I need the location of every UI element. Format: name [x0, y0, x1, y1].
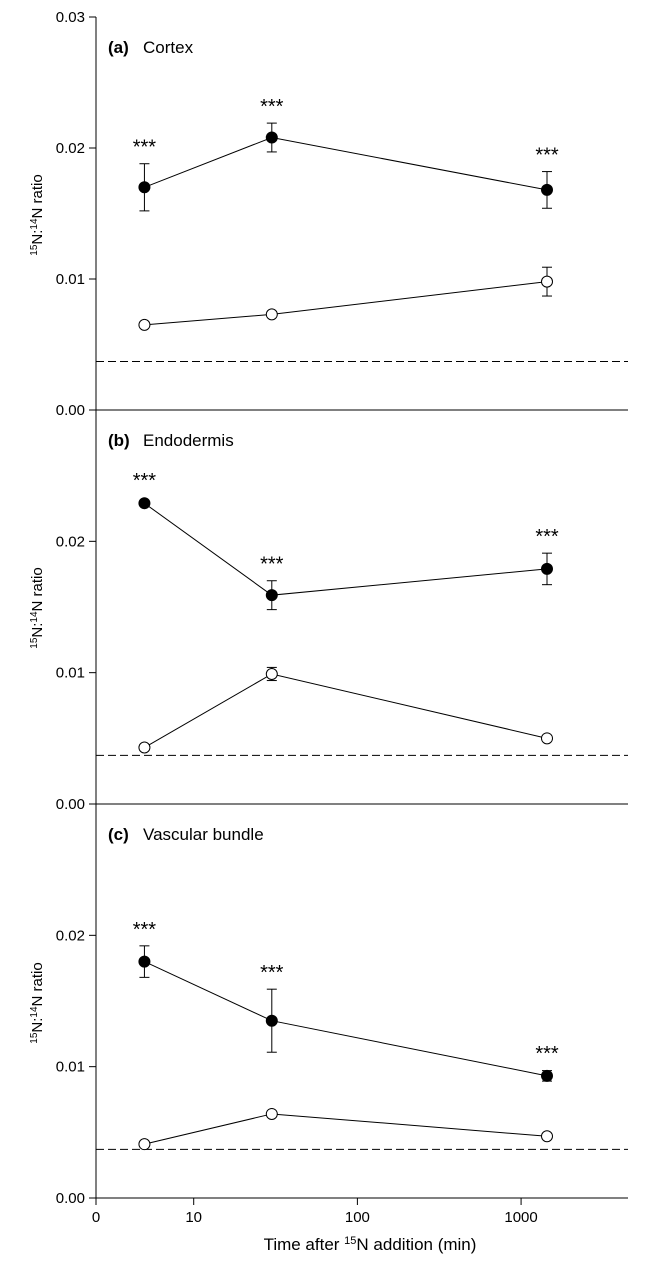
panel-c-point-filled	[138, 955, 151, 968]
panel-b-y-tick-label: 0.01	[56, 665, 85, 682]
panel-a-significance-label: ***	[260, 96, 284, 118]
panel-b-series-filled-line	[144, 502, 548, 596]
panel-b-significance-label: ***	[535, 526, 559, 548]
panel-a-significance-label: ***	[535, 145, 559, 167]
panel-a-ylabel-mid: N:	[29, 230, 46, 245]
panel-a-y-tick-label: 0.02	[56, 140, 85, 157]
panel-b-ylabel: 15N:14N ratio	[29, 567, 47, 648]
panel-c-letter: (c)	[108, 825, 129, 844]
panel-a-y-tick-label: 0.01	[56, 271, 85, 288]
panel-a-y-tick-label: 0.03	[56, 9, 85, 26]
panel-c-point-filled	[265, 1014, 278, 1027]
panel-b-point-open	[138, 741, 151, 754]
panel-a-point-filled	[540, 183, 553, 196]
x-tick-label: 100	[345, 1209, 370, 1226]
x-tick-label: 0	[92, 1209, 100, 1226]
panel-a-series-filled-line	[144, 137, 548, 191]
panel-c-series-filled-line	[144, 961, 548, 1077]
panel-a-ylabel-sup2: 14	[29, 218, 40, 230]
panel-c-point-filled	[540, 1069, 553, 1082]
panel-a-ylabel-sup1: 15	[29, 244, 40, 256]
x-tick-label: 1000	[504, 1209, 537, 1226]
panel-a-ylabel: 15N:14N ratio	[29, 174, 47, 255]
panel-a-point-open	[265, 308, 278, 321]
panel-vascular-bundle: (c) Vascular bundle 15N:14N ratio Time a…	[29, 804, 628, 1254]
panel-c-point-open	[540, 1130, 553, 1143]
x-axis-label: Time after 15N addition (min)	[264, 1235, 477, 1254]
panel-a-series-open-line	[144, 281, 548, 326]
panel-cortex: (a) Cortex 15N:14N ratio 0.00 0.01 0.02 0.0…	[29, 9, 628, 419]
panel-b-y-tick-label: 0.00	[56, 796, 85, 813]
panel-b-ylabel-post: N ratio	[29, 567, 46, 611]
panel-b-significance-label: ***	[133, 470, 157, 492]
panel-c-ylabel-post: N ratio	[29, 962, 46, 1006]
panel-b-y-tick-label: 0.02	[56, 533, 85, 550]
panel-c-series-open-line	[144, 1113, 548, 1145]
panel-b-point-open	[540, 732, 553, 745]
panel-b-ylabel-sup2: 14	[29, 611, 40, 623]
panel-c-y-tick-label: 0.00	[56, 1190, 85, 1207]
panel-a-point-open	[138, 318, 151, 331]
panel-a-name: Cortex	[143, 38, 194, 57]
panel-a-letter: (a)	[108, 38, 129, 57]
panel-b-point-filled	[540, 562, 553, 575]
panel-a-point-filled	[138, 181, 151, 194]
panel-c-ylabel: 15N:14N ratio	[29, 962, 47, 1043]
x-axis-label-sup: 15	[344, 1235, 356, 1247]
panel-c-y-tick-label: 0.01	[56, 1059, 85, 1076]
panel-c-y-tick-label: 0.02	[56, 927, 85, 944]
panel-b-ylabel-sup1: 15	[29, 637, 40, 649]
panel-a-y-tick-label: 0.00	[56, 402, 85, 419]
panel-c-ylabel-sup2: 14	[29, 1006, 40, 1018]
panel-b-name: Endodermis	[143, 431, 234, 450]
panel-a-ylabel-post: N ratio	[29, 174, 46, 218]
panel-b-series-open-line	[144, 673, 548, 748]
panel-a-point-filled	[265, 131, 278, 144]
panel-c-ylabel-sup1: 15	[29, 1032, 40, 1044]
panel-b-letter: (b)	[108, 431, 130, 450]
panel-b-point-filled	[265, 589, 278, 602]
panel-b-ylabel-mid: N:	[29, 623, 46, 638]
panel-b-point-filled	[138, 497, 151, 510]
panel-c-significance-label: ***	[260, 962, 284, 984]
panel-b-significance-label: ***	[260, 554, 284, 576]
x-tick-label: 10	[185, 1209, 202, 1226]
panel-c-significance-label: ***	[133, 919, 157, 941]
panel-c-name: Vascular bundle	[143, 825, 264, 844]
x-axis-label-pre: Time after	[264, 1235, 345, 1254]
panel-c-point-open	[138, 1138, 151, 1151]
panel-c-point-open	[265, 1107, 278, 1120]
panel-b-point-open	[265, 667, 278, 680]
panel-a-point-open	[540, 275, 553, 288]
panel-c-significance-label: ***	[535, 1043, 559, 1065]
x-axis-label-post: N addition (min)	[356, 1235, 476, 1254]
panel-a-significance-label: ***	[133, 137, 157, 159]
panel-c-ylabel-mid: N:	[29, 1018, 46, 1033]
panel-endodermis: (b) Endodermis 15N:14N ratio 0.00 0.01 0.0…	[29, 410, 628, 813]
